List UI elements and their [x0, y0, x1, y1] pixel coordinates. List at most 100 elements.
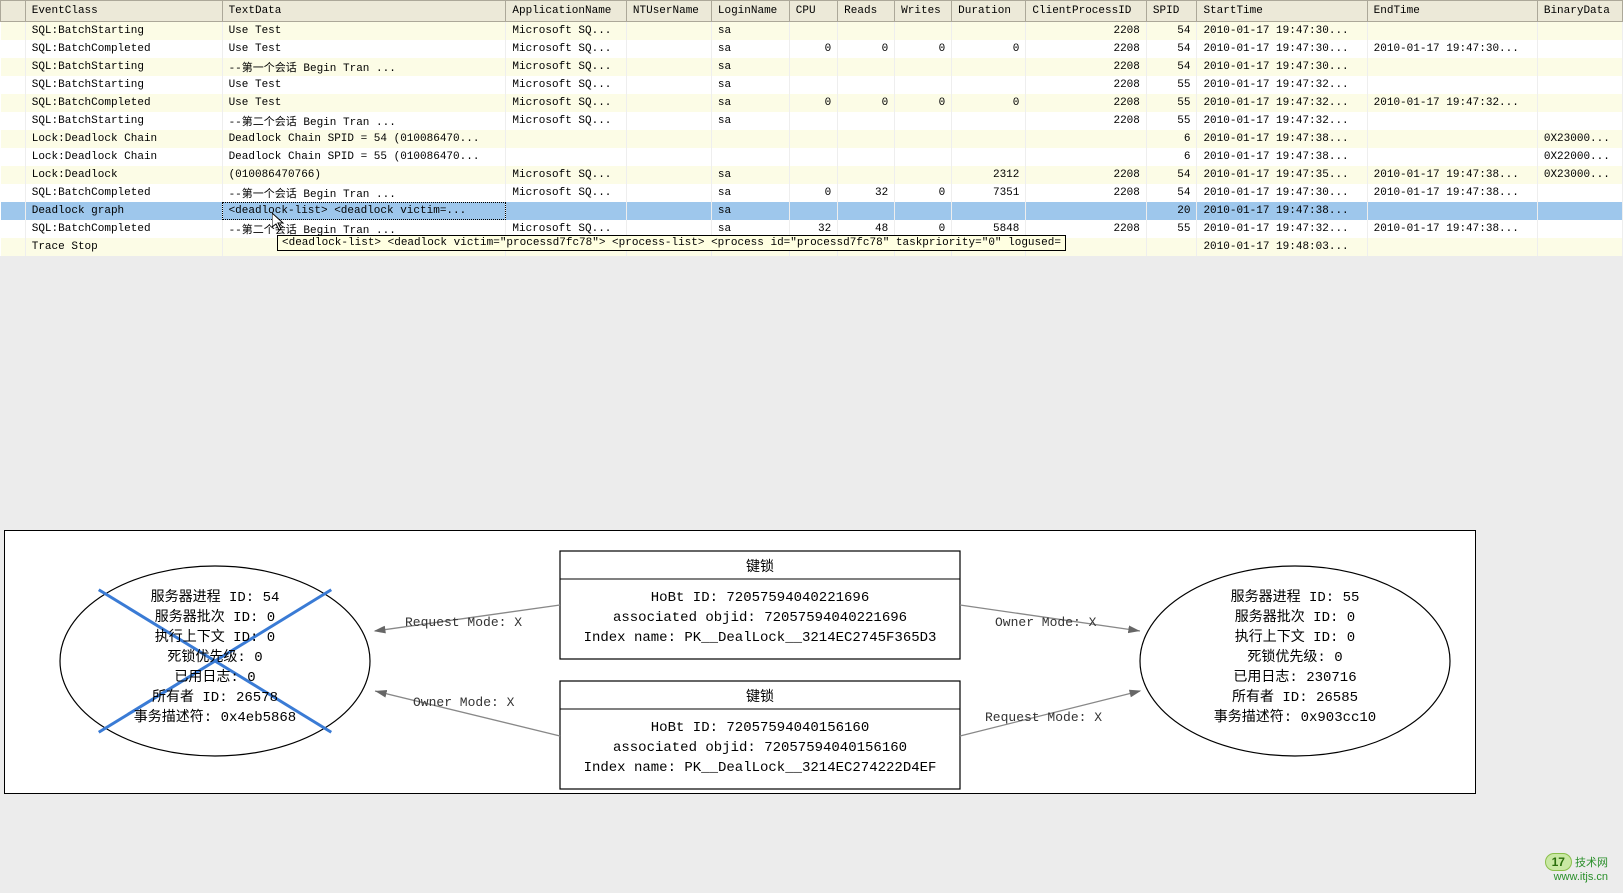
edge-label: Owner Mode: X: [995, 615, 1097, 630]
lock-node-top[interactable]: 键锁HoBt ID: 72057594040221696associated o…: [560, 551, 960, 659]
column-header-clientprocessid[interactable]: ClientProcessID: [1026, 1, 1147, 22]
cell-endtime: [1367, 238, 1537, 256]
cell-endtime: [1367, 58, 1537, 76]
cell-loginname: [711, 130, 789, 148]
cell-writes: [895, 202, 952, 220]
cell-applicationname: Microsoft SQ...: [506, 112, 627, 130]
cell-reads: 0: [838, 94, 895, 112]
trace-row[interactable]: SQL:BatchCompleted --第一个会话 Begin Tran ..…: [1, 184, 1623, 202]
cell-textdata: Use Test: [222, 40, 506, 58]
column-header-eventclass[interactable]: EventClass: [25, 1, 222, 22]
cell-writes: [895, 112, 952, 130]
row-selector-cell[interactable]: [1, 40, 26, 58]
cell-clientprocessid: 2208: [1026, 58, 1147, 76]
proc-line: 死锁优先级: 0: [167, 649, 262, 666]
cell-eventclass: SQL:BatchStarting: [25, 112, 222, 130]
row-selector-cell[interactable]: [1, 22, 26, 41]
row-selector-cell[interactable]: [1, 238, 26, 256]
cell-duration: 2312: [952, 166, 1026, 184]
cell-loginname: sa: [711, 184, 789, 202]
trace-row[interactable]: SQL:BatchStartingUse TestMicrosoft SQ...…: [1, 76, 1623, 94]
trace-row[interactable]: Lock:Deadlock(010086470766)Microsoft SQ.…: [1, 166, 1623, 184]
row-selector-header: [1, 1, 26, 22]
process-node-left[interactable]: 服务器进程 ID: 54服务器批次 ID: 0执行上下文 ID: 0死锁优先级:…: [60, 566, 370, 756]
column-header-cpu[interactable]: CPU: [789, 1, 837, 22]
cell-starttime: 2010-01-17 19:47:32...: [1197, 220, 1367, 238]
cell-textdata: --第二个会话 Begin Tran ...: [222, 112, 506, 130]
column-header-starttime[interactable]: StartTime: [1197, 1, 1367, 22]
row-selector-cell[interactable]: [1, 202, 26, 220]
row-selector-cell[interactable]: [1, 94, 26, 112]
column-header-ntusername[interactable]: NTUserName: [626, 1, 711, 22]
cell-writes: 0: [895, 40, 952, 58]
row-selector-cell[interactable]: [1, 76, 26, 94]
cell-starttime: 2010-01-17 19:47:38...: [1197, 130, 1367, 148]
cell-binarydata: [1537, 58, 1622, 76]
trace-row[interactable]: SQL:BatchStarting --第一个会话 Begin Tran ...…: [1, 58, 1623, 76]
cell-binarydata: 0X22000...: [1537, 148, 1622, 166]
cell-clientprocessid: [1026, 202, 1147, 220]
row-selector-cell[interactable]: [1, 58, 26, 76]
lock-node-bottom[interactable]: 键锁HoBt ID: 72057594040156160associated o…: [560, 681, 960, 789]
cell-duration: [952, 148, 1026, 166]
row-selector-cell[interactable]: [1, 112, 26, 130]
cell-textdata: Deadlock Chain SPID = 55 (010086470...: [222, 148, 506, 166]
column-header-duration[interactable]: Duration: [952, 1, 1026, 22]
cell-textdata: Deadlock Chain SPID = 54 (010086470...: [222, 130, 506, 148]
proc-line: 执行上下文 ID: 0: [1235, 629, 1355, 646]
proc-line: 服务器批次 ID: 0: [1235, 609, 1355, 626]
deadlock-graph-svg: 服务器进程 ID: 54服务器批次 ID: 0执行上下文 ID: 0死锁优先级:…: [5, 531, 1475, 793]
trace-row[interactable]: SQL:BatchStarting --第二个会话 Begin Tran ...…: [1, 112, 1623, 130]
column-header-applicationname[interactable]: ApplicationName: [506, 1, 627, 22]
cell-reads: [838, 148, 895, 166]
cell-applicationname: Microsoft SQ...: [506, 22, 627, 41]
cell-applicationname: Microsoft SQ...: [506, 166, 627, 184]
trace-row[interactable]: SQL:BatchStartingUse TestMicrosoft SQ...…: [1, 22, 1623, 41]
proc-line: 事务描述符: 0x903cc10: [1214, 709, 1376, 726]
row-selector-cell[interactable]: [1, 148, 26, 166]
cell-binarydata: [1537, 112, 1622, 130]
trace-row[interactable]: Lock:Deadlock ChainDeadlock Chain SPID =…: [1, 148, 1623, 166]
trace-table[interactable]: EventClassTextDataApplicationNameNTUserN…: [0, 0, 1623, 256]
row-selector-cell[interactable]: [1, 184, 26, 202]
row-selector-cell[interactable]: [1, 166, 26, 184]
trace-row[interactable]: SQL:BatchCompletedUse TestMicrosoft SQ..…: [1, 40, 1623, 58]
cell-reads: [838, 76, 895, 94]
cell-ntusername: [626, 94, 711, 112]
cell-loginname: sa: [711, 22, 789, 41]
cell-eventclass: SQL:BatchStarting: [25, 76, 222, 94]
column-header-writes[interactable]: Writes: [895, 1, 952, 22]
cell-duration: [952, 202, 1026, 220]
cell-loginname: sa: [711, 94, 789, 112]
column-header-binarydata[interactable]: BinaryData: [1537, 1, 1622, 22]
row-selector-cell[interactable]: [1, 130, 26, 148]
cell-endtime: [1367, 112, 1537, 130]
cell-duration: [952, 130, 1026, 148]
trace-row[interactable]: Deadlock graph<deadlock-list> <deadlock …: [1, 202, 1623, 220]
proc-line: 所有者 ID: 26585: [1232, 689, 1358, 706]
cell-endtime: 2010-01-17 19:47:38...: [1367, 166, 1537, 184]
cell-spid: 54: [1146, 40, 1197, 58]
lock-line: HoBt ID: 72057594040221696: [651, 590, 869, 606]
cell-ntusername: [626, 184, 711, 202]
cell-spid: 54: [1146, 58, 1197, 76]
cell-endtime: [1367, 76, 1537, 94]
cell-reads: [838, 112, 895, 130]
lock-line: HoBt ID: 72057594040156160: [651, 720, 869, 736]
column-header-spid[interactable]: SPID: [1146, 1, 1197, 22]
trace-row[interactable]: SQL:BatchCompletedUse TestMicrosoft SQ..…: [1, 94, 1623, 112]
cell-eventclass: Lock:Deadlock: [25, 166, 222, 184]
proc-line: 死锁优先级: 0: [1247, 649, 1342, 666]
trace-row[interactable]: Lock:Deadlock ChainDeadlock Chain SPID =…: [1, 130, 1623, 148]
column-header-loginname[interactable]: LoginName: [711, 1, 789, 22]
column-header-textdata[interactable]: TextData: [222, 1, 506, 22]
cell-applicationname: Microsoft SQ...: [506, 40, 627, 58]
row-selector-cell[interactable]: [1, 220, 26, 238]
column-header-endtime[interactable]: EndTime: [1367, 1, 1537, 22]
cell-binarydata: [1537, 40, 1622, 58]
cell-cpu: [789, 76, 837, 94]
column-header-reads[interactable]: Reads: [838, 1, 895, 22]
cell-clientprocessid: 2208: [1026, 40, 1147, 58]
process-node-right[interactable]: 服务器进程 ID: 55服务器批次 ID: 0执行上下文 ID: 0死锁优先级:…: [1140, 566, 1450, 756]
cell-eventclass: SQL:BatchCompleted: [25, 94, 222, 112]
